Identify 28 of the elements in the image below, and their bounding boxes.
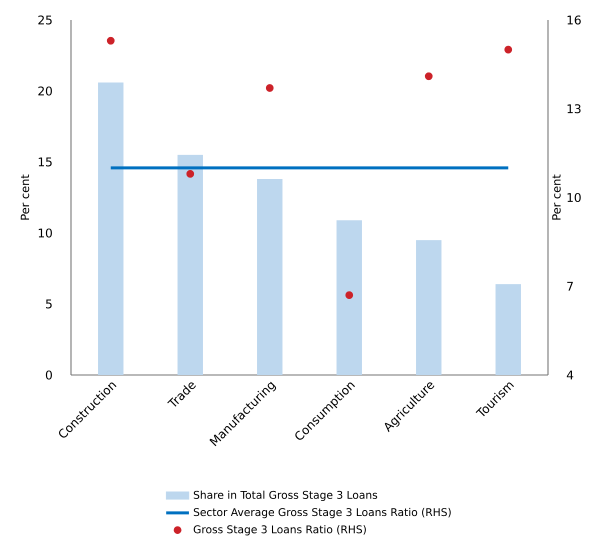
- y2-tick-label: 7: [567, 282, 573, 291]
- point: [186, 170, 194, 178]
- y2-axis-title: Per cent: [552, 174, 561, 220]
- bar: [257, 179, 282, 375]
- y-axis-title: Per cent: [20, 174, 30, 220]
- y2-tick-label: 13: [568, 104, 581, 114]
- legend-label: Share in Total Gross Stage 3 Loans: [194, 490, 378, 501]
- point: [504, 46, 512, 54]
- y-tick-label: 15: [38, 158, 52, 166]
- y2-tick-label: 16: [568, 15, 581, 25]
- point: [106, 36, 115, 45]
- bar: [336, 220, 362, 375]
- y-tick-label: 0: [46, 370, 52, 380]
- legend-label: Gross Stage 3 Loans Ratio (RHS): [194, 525, 366, 536]
- y-tick-label: 20: [38, 86, 52, 96]
- point: [345, 291, 354, 299]
- legend-label: Sector Average Gross Stage 3 Loans Ratio (RHS): [194, 508, 451, 518]
- point: [266, 84, 274, 92]
- bar: [496, 284, 521, 375]
- y2-tick-label: 10: [568, 192, 581, 202]
- bar: [98, 82, 124, 375]
- y2-tick-label: 4: [566, 370, 574, 380]
- point: [424, 72, 433, 80]
- y-tick-label: 5: [46, 300, 52, 308]
- bar: [416, 240, 442, 375]
- bar: [178, 154, 203, 375]
- y-tick-label: 10: [38, 228, 52, 238]
- y-tick-label: 25: [38, 15, 52, 25]
